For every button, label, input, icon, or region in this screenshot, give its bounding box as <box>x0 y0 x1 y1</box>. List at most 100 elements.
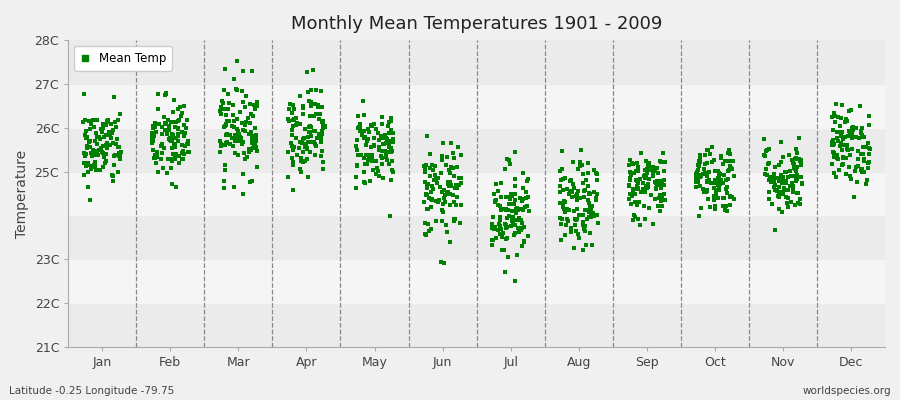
Point <box>221 100 236 106</box>
Point <box>845 128 859 134</box>
Point <box>851 135 866 142</box>
Point <box>850 179 864 185</box>
Point <box>578 223 592 229</box>
Point <box>166 140 181 147</box>
Point <box>854 167 868 173</box>
Point <box>712 181 726 187</box>
Point <box>180 141 194 148</box>
Point <box>362 129 376 135</box>
Point <box>717 194 732 201</box>
Point <box>486 236 500 243</box>
Point <box>176 133 191 139</box>
Point <box>448 202 463 208</box>
Point <box>163 137 177 144</box>
Point <box>780 174 795 180</box>
Point <box>310 110 324 117</box>
Point <box>105 127 120 133</box>
Point <box>500 215 515 222</box>
Point <box>443 191 457 198</box>
Point <box>630 216 644 222</box>
Point <box>769 164 783 170</box>
Point <box>384 127 399 133</box>
Point <box>786 158 800 164</box>
Point <box>159 90 174 97</box>
Point <box>376 141 391 148</box>
Point <box>386 136 400 143</box>
Point <box>175 129 189 135</box>
Point <box>829 174 843 180</box>
Point <box>638 216 652 222</box>
Point <box>94 126 108 132</box>
Point <box>363 178 377 184</box>
Point <box>501 254 516 260</box>
Point <box>844 133 859 140</box>
Point <box>303 87 318 93</box>
Point <box>828 118 842 125</box>
Point <box>231 152 246 158</box>
Point <box>310 102 325 108</box>
Point <box>794 156 808 163</box>
Point <box>776 174 790 180</box>
Point <box>582 230 597 236</box>
Point <box>304 139 319 146</box>
Point <box>176 156 190 162</box>
Point <box>287 144 302 150</box>
Point <box>172 116 186 123</box>
Point <box>358 152 373 158</box>
Point <box>76 149 91 156</box>
Point <box>230 116 244 122</box>
Point <box>106 177 121 184</box>
Point <box>231 138 246 144</box>
Point <box>226 112 240 118</box>
Point <box>146 138 160 144</box>
Point <box>704 180 718 186</box>
Point <box>693 154 707 161</box>
Point <box>382 118 396 125</box>
Point <box>165 144 179 151</box>
Point <box>494 180 508 186</box>
Point <box>283 118 297 124</box>
Point <box>694 204 708 211</box>
Point <box>716 161 730 167</box>
Point <box>150 154 165 160</box>
Point <box>697 166 711 172</box>
Point <box>302 139 317 145</box>
Point <box>285 126 300 133</box>
Point <box>850 163 865 170</box>
Point <box>630 160 644 166</box>
Point <box>426 166 440 173</box>
Point <box>772 184 787 190</box>
Point <box>775 191 789 197</box>
Point <box>724 165 739 172</box>
Point <box>146 125 160 131</box>
Point <box>174 112 188 119</box>
Point <box>374 120 389 127</box>
Point <box>623 191 637 197</box>
Point <box>561 218 575 224</box>
Point <box>856 134 870 140</box>
Point <box>111 117 125 124</box>
Point <box>508 191 522 197</box>
Point <box>862 151 877 158</box>
Point <box>90 117 104 123</box>
Point <box>82 139 96 146</box>
Point <box>830 155 844 161</box>
Point <box>171 125 185 131</box>
Point <box>514 217 528 223</box>
Point <box>848 168 862 174</box>
Point <box>708 179 723 185</box>
Point <box>580 197 595 204</box>
Point <box>623 175 637 182</box>
Point <box>854 130 868 136</box>
Point <box>566 181 580 188</box>
Point <box>762 174 777 180</box>
Point <box>832 167 847 173</box>
Point <box>104 130 119 136</box>
Point <box>105 127 120 134</box>
Point <box>780 200 795 206</box>
Point <box>861 113 876 119</box>
Point <box>220 91 235 97</box>
Point <box>366 135 381 142</box>
Point <box>379 154 393 160</box>
Point <box>298 143 312 149</box>
